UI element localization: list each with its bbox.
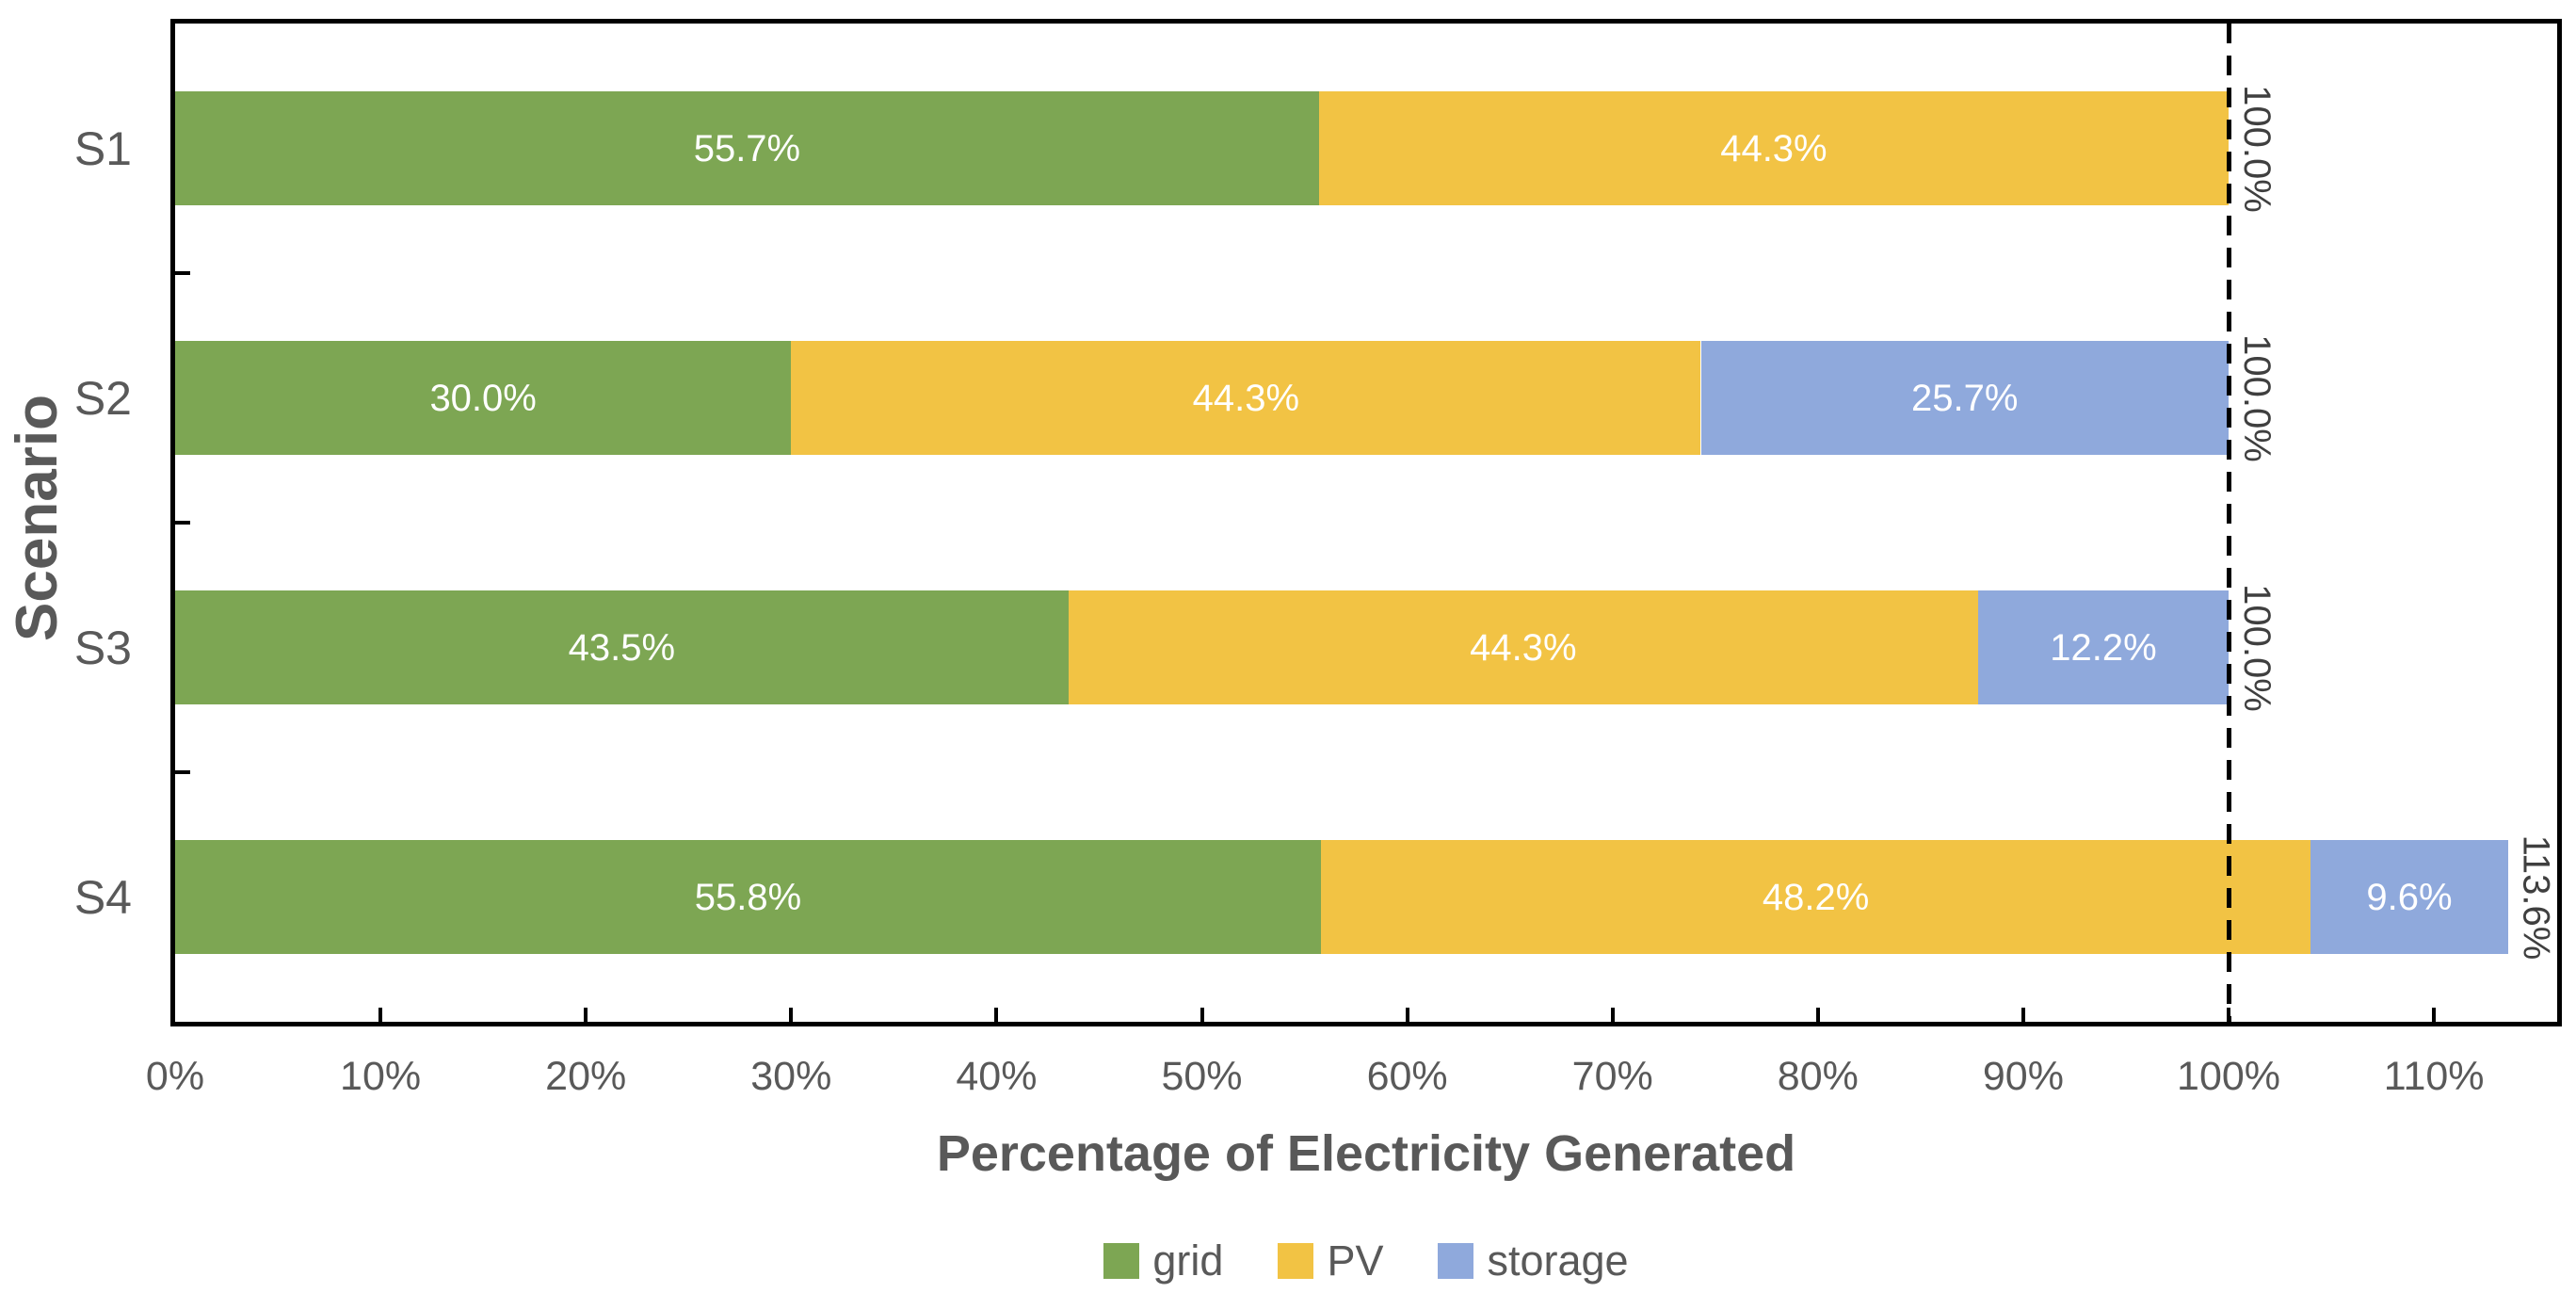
bar-segment-label: 44.3% bbox=[1470, 626, 1577, 669]
bar-segment-label: 44.3% bbox=[1192, 377, 1300, 419]
x-axis-tick bbox=[2432, 1008, 2437, 1022]
x-axis-tick bbox=[2021, 1008, 2025, 1022]
x-axis-tick-label: 0% bbox=[145, 1054, 205, 1099]
bar-segment-label: 48.2% bbox=[1762, 876, 1870, 918]
x-axis-tick bbox=[1199, 1008, 1204, 1022]
x-axis-tick-label: 50% bbox=[1161, 1054, 1243, 1099]
x-axis-tick bbox=[584, 1008, 588, 1022]
bar-segment-label: 55.8% bbox=[694, 876, 802, 918]
x-axis-title: Percentage of Electricity Generated bbox=[936, 1125, 1796, 1182]
category-label-s3: S3 bbox=[73, 621, 132, 674]
x-axis-tick-label: 80% bbox=[1777, 1054, 1859, 1099]
x-axis-tick-label: 60% bbox=[1366, 1054, 1448, 1099]
x-axis-tick-label: 40% bbox=[956, 1054, 1038, 1099]
x-axis-tick-label: 20% bbox=[545, 1054, 627, 1099]
x-axis-tick bbox=[378, 1008, 383, 1022]
bar-total-label: 113.6% bbox=[2515, 834, 2557, 960]
legend-item-PV: PV bbox=[1278, 1239, 1383, 1282]
bar-segment-storage: 25.7% bbox=[1700, 341, 2230, 455]
y-axis-tick bbox=[175, 521, 190, 525]
category-label-s1: S1 bbox=[73, 121, 132, 175]
bar-total-label: 100.0% bbox=[2236, 333, 2278, 462]
legend-label-PV: PV bbox=[1327, 1236, 1384, 1285]
x-axis-tick-label: 10% bbox=[340, 1054, 422, 1099]
bar-segment-PV: 48.2% bbox=[1321, 840, 2311, 954]
bar-segment-label: 9.6% bbox=[2366, 876, 2453, 918]
x-axis-tick bbox=[994, 1008, 999, 1022]
y-axis-tick bbox=[175, 770, 190, 774]
bar-total-label: 100.0% bbox=[2236, 583, 2278, 712]
category-label-s2: S2 bbox=[73, 371, 132, 425]
x-axis-tick-label: 100% bbox=[2177, 1054, 2281, 1099]
bar-segment-label: 25.7% bbox=[1911, 377, 2019, 419]
legend-label-storage: storage bbox=[1487, 1236, 1629, 1285]
legend: grid PV storage bbox=[175, 1239, 2557, 1282]
bar-segment-grid: 43.5% bbox=[175, 590, 1069, 704]
plot-area: 55.7% 44.3% 100.0% 30.0% 44.3% 25.7% 100.0% 43.… bbox=[170, 19, 2562, 1026]
bar-segment-label: 44.3% bbox=[1720, 127, 1827, 170]
bar-segment-label: 43.5% bbox=[568, 626, 676, 669]
bar-segment-storage: 9.6% bbox=[2310, 840, 2508, 954]
y-axis-tick bbox=[175, 271, 190, 275]
y-axis-title: Scenario bbox=[5, 395, 70, 641]
x-axis-tick bbox=[1405, 1008, 1409, 1022]
category-label-s4: S4 bbox=[73, 870, 132, 924]
bar-segment-grid: 30.0% bbox=[175, 341, 792, 455]
bar-segment-label: 55.7% bbox=[693, 127, 801, 170]
x-axis-tick bbox=[1815, 1008, 1820, 1022]
legend-item-grid: grid bbox=[1103, 1239, 1223, 1282]
bar-segment-PV: 44.3% bbox=[791, 341, 1701, 455]
x-axis-tick bbox=[789, 1008, 794, 1022]
bar-total-label: 100.0% bbox=[2236, 84, 2278, 213]
x-axis-tick-label: 110% bbox=[2383, 1054, 2485, 1099]
legend-swatch-PV bbox=[1278, 1242, 1314, 1279]
x-axis-tick-label: 30% bbox=[750, 1054, 832, 1099]
bar-segment-grid: 55.8% bbox=[175, 840, 1322, 954]
reference-line-100pct bbox=[2226, 24, 2231, 1022]
legend-swatch-storage bbox=[1438, 1242, 1474, 1279]
bar-segment-label: 30.0% bbox=[429, 377, 537, 419]
x-axis-tick bbox=[1610, 1008, 1615, 1022]
bar-segment-storage: 12.2% bbox=[1977, 590, 2230, 704]
legend-item-storage: storage bbox=[1438, 1236, 1629, 1285]
legend-swatch-grid bbox=[1103, 1242, 1140, 1279]
bar-segment-PV: 44.3% bbox=[1318, 91, 2230, 205]
bar-segment-label: 12.2% bbox=[2050, 626, 2157, 669]
bar-segment-PV: 44.3% bbox=[1068, 590, 1978, 704]
x-axis-tick-label: 70% bbox=[1571, 1054, 1653, 1099]
bar-segment-grid: 55.7% bbox=[175, 91, 1319, 205]
x-axis-tick-label: 90% bbox=[1982, 1054, 2064, 1099]
legend-label-grid: grid bbox=[1152, 1236, 1224, 1285]
